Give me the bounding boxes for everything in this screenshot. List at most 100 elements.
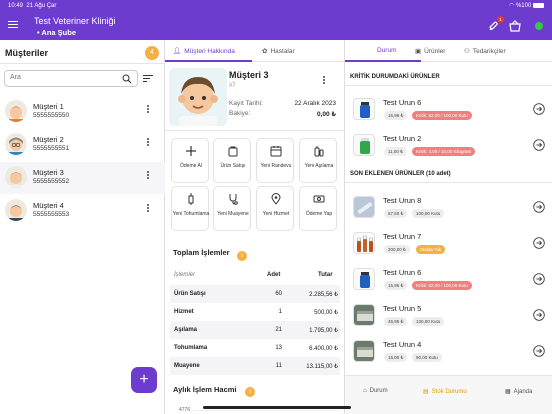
product-image [353, 304, 375, 326]
make-payment-button[interactable]: Ödeme Yap [299, 186, 337, 231]
cell-amount: 13.115,00 ₺ [306, 364, 338, 370]
cell-operation: Hizmet [174, 309, 194, 315]
arrow-right-icon[interactable] [533, 309, 545, 321]
balance-label: Bakiye: [229, 110, 251, 117]
product-item[interactable]: Test Urun 4 15,00 ₺ 90,00 Kutu [345, 337, 552, 371]
new-vaccination-button[interactable]: Yeni Aşılama [299, 138, 337, 183]
nav-label: Durum [369, 388, 388, 394]
search-input[interactable] [10, 74, 115, 81]
product-name: Test Urun 4 [383, 340, 422, 349]
product-name: Test Urun 6 [383, 98, 422, 107]
new-insemination-button[interactable]: Yeni Tohumlama [171, 186, 209, 231]
customer-id: #7 [229, 83, 236, 89]
nav-status[interactable]: ⌂ Durum [363, 388, 388, 394]
search-icon[interactable] [122, 74, 132, 84]
product-image [353, 196, 375, 218]
wifi-icon: ◠ [509, 3, 515, 9]
more-options-icon[interactable] [146, 137, 150, 149]
cell-amount: 2.285,56 ₺ [309, 292, 338, 298]
product-item[interactable]: Test Urun 2 11,00 ₺ Kritik: 4,00 / 10,00… [345, 131, 552, 165]
product-item[interactable]: Test Urun 6 15,96 ₺ Kritik: 62,00 / 100,… [345, 265, 552, 299]
more-options-icon[interactable] [146, 170, 150, 182]
price-chip: 15,96 ₺ [384, 281, 408, 290]
cell-operation: Muayene [174, 363, 200, 369]
add-customer-button[interactable]: + [131, 367, 157, 393]
tab-label: Durum [377, 47, 397, 54]
customer-item[interactable]: Müşteri 2 5555555551 [0, 129, 165, 161]
table-row: Muayene 11 13.115,00 ₺ [170, 357, 340, 375]
tab-label: Ürünler [424, 47, 446, 55]
status-date: 21 Ağu Çar [26, 2, 57, 9]
product-item[interactable]: Test Urun 8 67,50 ₺ 100,00 Kutu [345, 193, 552, 227]
tab-suppliers[interactable]: ⚇ Tedarikçiler [464, 47, 506, 56]
customer-phone: 5555555550 [33, 112, 70, 119]
new-appointment-button[interactable]: Yeni Randevu [256, 138, 294, 183]
more-options-icon[interactable] [146, 104, 150, 116]
payment-receive-button[interactable]: Ödeme Al [171, 138, 209, 183]
more-options-icon[interactable] [146, 203, 150, 215]
home-indicator [203, 406, 351, 409]
app-bar: Test Veteriner Kliniği • Ana Şube 1 [0, 11, 552, 40]
stock-chip: Kritik: 62,00 / 100,00 Kutu [412, 281, 472, 290]
stock-panel: Durum ▣ Ürünler ⚇ Tedarikçiler KRİTİK DURU… [344, 40, 552, 414]
customer-item[interactable]: Müşteri 4 5555555553 [0, 195, 165, 227]
customer-item-selected[interactable]: Müşteri 3 5555555552 [0, 162, 165, 194]
table-row: Aşılama 21 1.795,00 ₺ [170, 321, 340, 339]
tab-products[interactable]: ▣ Ürünler [415, 47, 446, 56]
tab-status[interactable]: Durum [377, 47, 397, 54]
location-pin-icon [271, 193, 281, 205]
customer-phone: 5555555552 [33, 178, 70, 185]
stock-chip: Kritik: 62,00 / 100,00 Kutu [412, 111, 472, 120]
product-item[interactable]: Test Urun 5 45,95 ₺ 130,00 Kutu [345, 301, 552, 335]
arrow-right-icon[interactable] [533, 139, 545, 151]
arrow-right-icon[interactable] [533, 237, 545, 249]
clinic-title: Test Veteriner Kliniği [34, 16, 116, 26]
notification-icon[interactable] [487, 19, 501, 33]
customers-count-badge: 4 [145, 46, 159, 60]
table-header: İşlemler Adet Tutar [170, 266, 340, 284]
action-label: Yeni Randevu [260, 163, 292, 169]
more-options-icon[interactable] [322, 75, 326, 87]
cell-count: 13 [275, 345, 282, 351]
product-item[interactable]: Test Urun 6 15,96 ₺ Kritik: 62,00 / 100,… [345, 95, 552, 129]
action-label: Ödeme Yap [305, 211, 333, 217]
arrow-right-icon[interactable] [533, 345, 545, 357]
action-label: Ödeme Al [180, 163, 202, 169]
basket-icon[interactable] [508, 19, 522, 33]
customer-detail-panel: 👤︎ Müşteri Hakkında ✿ Hastalar Müşteri 3 #… [165, 40, 344, 414]
table-row: Tohumlama 13 6.400,00 ₺ [170, 339, 340, 357]
new-examination-button[interactable]: Yeni Muayene [213, 186, 251, 231]
arrow-right-icon[interactable] [533, 103, 545, 115]
arrow-right-icon[interactable] [533, 201, 545, 213]
divider [0, 63, 165, 64]
bag-icon [228, 146, 238, 157]
customer-name-title: Müşteri 3 [229, 70, 269, 80]
customer-phone: 5555555551 [33, 145, 70, 152]
chart-gridline [193, 410, 338, 411]
tab-customer-about[interactable]: 👤︎ Müşteri Hakkında [173, 47, 235, 56]
column-header: İşlemler [174, 272, 196, 278]
action-label: Ürün Satışı [220, 163, 246, 169]
cell-operation: Tohumlama [174, 345, 208, 351]
search-box [4, 70, 138, 87]
tab-label: Tedarikçiler [472, 47, 506, 55]
status-bar: 10:49 21 Ağu Çar ◠ %100 [0, 0, 552, 11]
arrow-right-icon[interactable] [533, 273, 545, 285]
sort-icon[interactable] [143, 73, 153, 83]
tab-patients[interactable]: ✿ Hastalar [262, 47, 295, 56]
product-name: Test Urun 2 [383, 134, 422, 143]
column-header: Tutar [318, 272, 333, 278]
menu-icon[interactable] [8, 19, 18, 29]
customer-item[interactable]: Müşteri 1 5555555550 [0, 96, 165, 128]
info-icon[interactable]: i [237, 251, 247, 261]
new-service-button[interactable]: Yeni Hizmet [256, 186, 294, 231]
stock-chip: 90,00 Kutu [412, 353, 442, 362]
active-tab-indicator [345, 60, 421, 62]
nav-stock-status[interactable]: ▤ Stok Durumu [423, 388, 467, 396]
branch-name[interactable]: • Ana Şube [37, 28, 77, 37]
nav-agenda[interactable]: ▦ Ajanda [505, 388, 532, 396]
info-icon[interactable]: i [245, 387, 255, 397]
product-item[interactable]: Test Urun 7 200,00 ₺ Stokta Yok [345, 229, 552, 263]
product-name: Test Urun 8 [383, 196, 422, 205]
product-sale-button[interactable]: Ürün Satışı [213, 138, 251, 183]
